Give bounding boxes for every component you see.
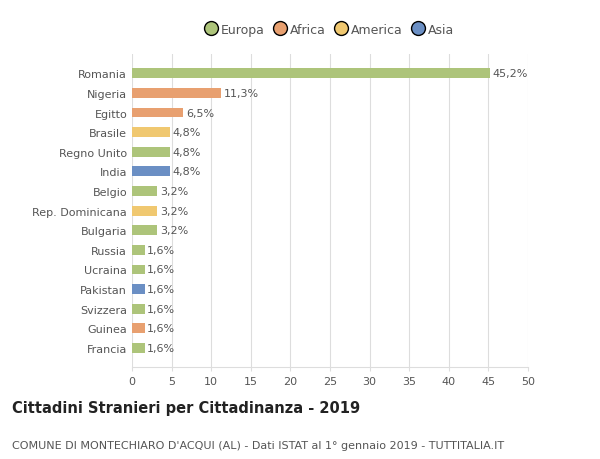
- Text: 4,8%: 4,8%: [172, 167, 201, 177]
- Text: 4,8%: 4,8%: [172, 128, 201, 138]
- Legend: Europa, Africa, America, Asia: Europa, Africa, America, Asia: [206, 24, 454, 37]
- Text: 3,2%: 3,2%: [160, 226, 188, 236]
- Text: 1,6%: 1,6%: [147, 265, 175, 275]
- Text: 1,6%: 1,6%: [147, 343, 175, 353]
- Bar: [132, 285, 145, 294]
- Bar: [132, 343, 145, 353]
- Bar: [132, 108, 184, 118]
- Bar: [132, 206, 157, 216]
- Bar: [132, 226, 157, 235]
- Text: 3,2%: 3,2%: [160, 186, 188, 196]
- Text: 3,2%: 3,2%: [160, 206, 188, 216]
- Text: 1,6%: 1,6%: [147, 245, 175, 255]
- Bar: [132, 128, 170, 138]
- Bar: [132, 246, 145, 255]
- Text: 1,6%: 1,6%: [147, 285, 175, 294]
- Text: 1,6%: 1,6%: [147, 324, 175, 334]
- Bar: [132, 304, 145, 314]
- Text: 45,2%: 45,2%: [493, 69, 528, 79]
- Bar: [132, 265, 145, 275]
- Text: 4,8%: 4,8%: [172, 147, 201, 157]
- Bar: [132, 69, 490, 79]
- Bar: [132, 324, 145, 333]
- Text: 11,3%: 11,3%: [224, 89, 259, 99]
- Bar: [132, 187, 157, 196]
- Bar: [132, 89, 221, 99]
- Text: COMUNE DI MONTECHIARO D'ACQUI (AL) - Dati ISTAT al 1° gennaio 2019 - TUTTITALIA.: COMUNE DI MONTECHIARO D'ACQUI (AL) - Dat…: [12, 440, 504, 450]
- Bar: [132, 167, 170, 177]
- Text: 1,6%: 1,6%: [147, 304, 175, 314]
- Bar: [132, 147, 170, 157]
- Text: 6,5%: 6,5%: [186, 108, 214, 118]
- Text: Cittadini Stranieri per Cittadinanza - 2019: Cittadini Stranieri per Cittadinanza - 2…: [12, 400, 360, 415]
